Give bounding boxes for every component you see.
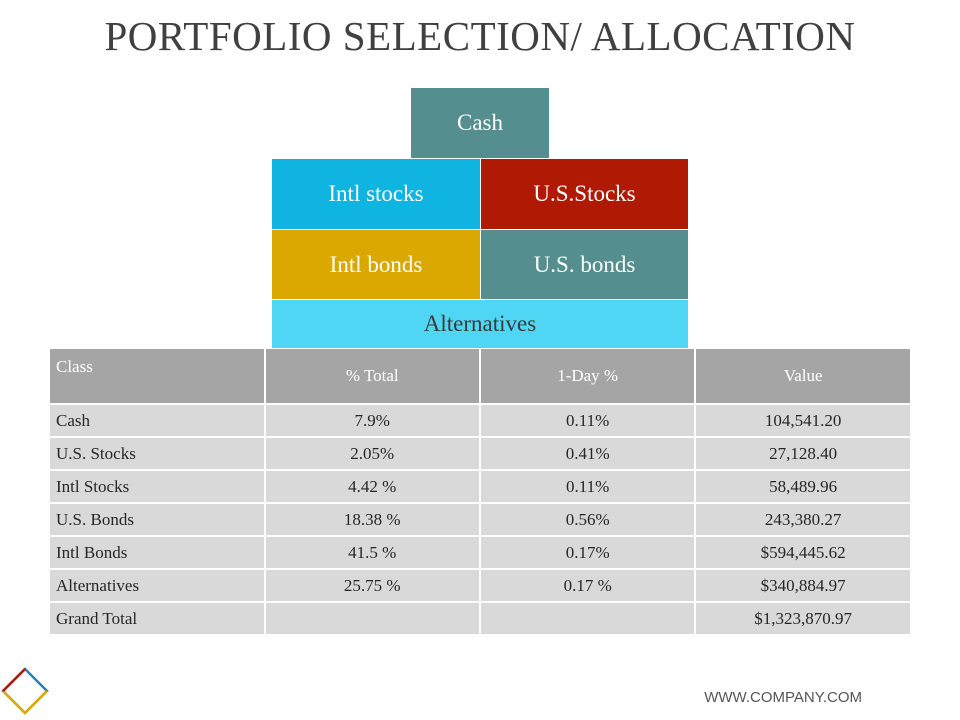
- header-value: Value: [696, 349, 910, 403]
- cell-value: 243,380.27: [696, 504, 910, 535]
- cell-value: 27,128.40: [696, 438, 910, 469]
- page-title: PORTFOLIO SELECTION/ ALLOCATION: [104, 13, 856, 59]
- cell-day: 0.17%: [480, 537, 695, 568]
- cell-class: Grand Total: [50, 603, 264, 634]
- block-alternatives-label: Alternatives: [423, 311, 537, 336]
- cell-total: 2.05%: [265, 438, 479, 469]
- cell-value: $340,884.97: [696, 570, 910, 601]
- block-alternatives: Alternatives: [272, 300, 688, 348]
- table-row: Cash 7.9% 0.11% 104,541.20: [50, 405, 910, 436]
- cell-total: 4.42 %: [265, 471, 479, 502]
- block-us-stocks: U.S.Stocks: [481, 159, 688, 229]
- cell-total: 41.5 %: [265, 537, 479, 568]
- header-total: % Total: [265, 349, 479, 403]
- block-intl-stocks: Intl stocks: [272, 159, 480, 229]
- cell-total: 18.38 %: [265, 504, 479, 535]
- cell-day: 0.41%: [480, 438, 695, 469]
- cell-total: [265, 603, 479, 634]
- cell-class: Alternatives: [50, 570, 264, 601]
- cell-day: 0.56%: [480, 504, 695, 535]
- cell-value: $594,445.62: [696, 537, 910, 568]
- diamond-logo-icon: [1, 667, 49, 715]
- cell-class: Intl Stocks: [50, 471, 264, 502]
- cell-class: U.S. Stocks: [50, 438, 264, 469]
- table-header-row: Class % Total 1-Day % Value: [50, 349, 910, 403]
- block-intl-bonds: Intl bonds: [272, 230, 480, 299]
- header-class: Class: [50, 349, 264, 403]
- block-cash-label: Cash: [457, 110, 503, 135]
- table-row: Intl Bonds 41.5 % 0.17% $594,445.62: [50, 537, 910, 568]
- block-us-stocks-label: U.S.Stocks: [533, 181, 636, 206]
- cell-value: 58,489.96: [696, 471, 910, 502]
- table-row-grand-total: Grand Total $1,323,870.97: [50, 603, 910, 634]
- cell-total: 25.75 %: [265, 570, 479, 601]
- allocation-table: Class % Total 1-Day % Value Cash 7.9% 0.…: [48, 347, 912, 636]
- cell-class: Intl Bonds: [50, 537, 264, 568]
- cell-day: 0.17 %: [480, 570, 695, 601]
- header-day: 1-Day %: [480, 349, 695, 403]
- company-website: WWW.COMPANY.COM: [704, 689, 862, 706]
- cell-value: $1,323,870.97: [696, 603, 910, 634]
- table-row: U.S. Bonds 18.38 % 0.56% 243,380.27: [50, 504, 910, 535]
- table-row: U.S. Stocks 2.05% 0.41% 27,128.40: [50, 438, 910, 469]
- block-intl-bonds-label: Intl bonds: [329, 251, 423, 277]
- cell-day: 0.11%: [480, 405, 695, 436]
- table-row: Intl Stocks 4.42 % 0.11% 58,489.96: [50, 471, 910, 502]
- cell-total: 7.9%: [265, 405, 479, 436]
- block-us-bonds: U.S. bonds: [481, 230, 688, 299]
- cell-value: 104,541.20: [696, 405, 910, 436]
- block-intl-stocks-label: Intl stocks: [328, 181, 424, 206]
- cell-day: [480, 603, 695, 634]
- table-row: Alternatives 25.75 % 0.17 % $340,884.97: [50, 570, 910, 601]
- cell-day: 0.11%: [480, 471, 695, 502]
- block-cash: Cash: [411, 88, 549, 158]
- block-us-bonds-label: U.S. bonds: [533, 251, 636, 277]
- cell-class: Cash: [50, 405, 264, 436]
- cell-class: U.S. Bonds: [50, 504, 264, 535]
